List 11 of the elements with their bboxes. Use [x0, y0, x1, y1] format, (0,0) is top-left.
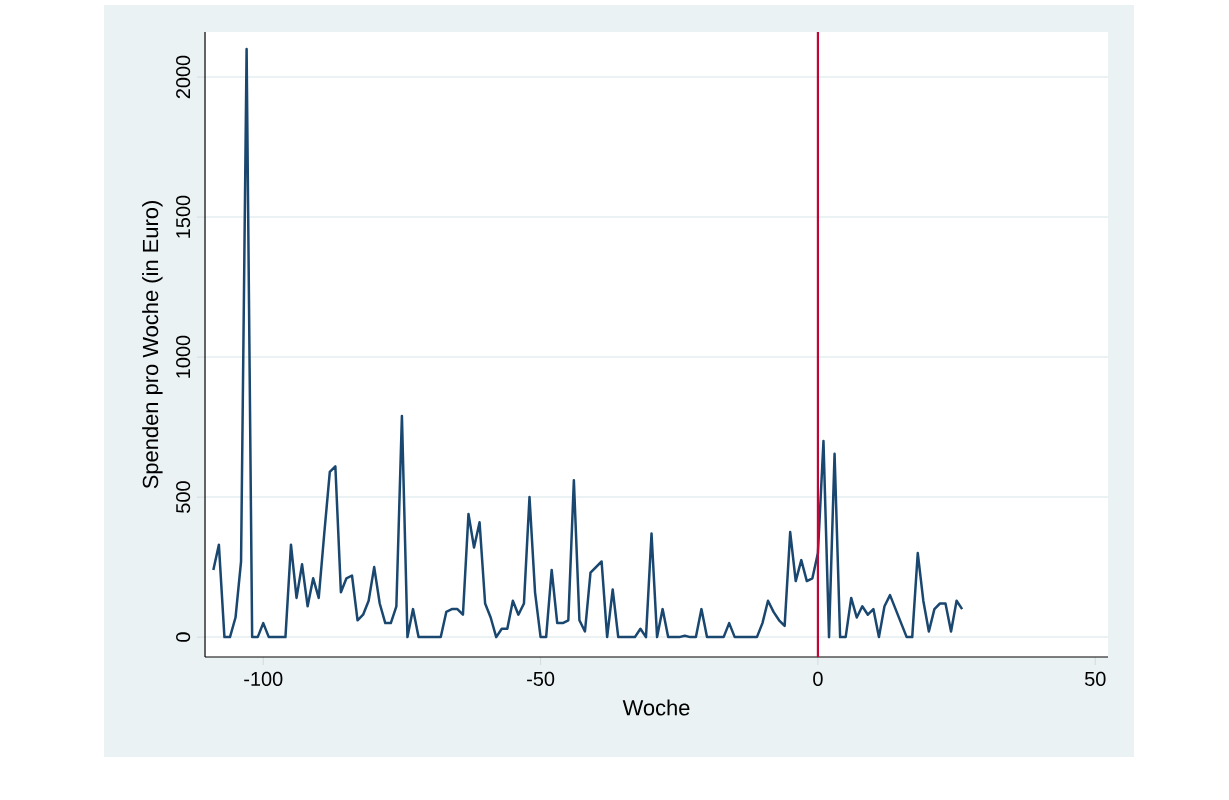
y-tick-label: 1500: [176, 195, 191, 238]
y-tick-label: 0: [176, 632, 191, 642]
x-tick-label: -100: [244, 671, 283, 686]
y-axis-title: Spenden pro Woche (in Euro): [142, 201, 163, 489]
y-tick-label: 2000: [176, 55, 191, 99]
y-tick-label: 1000: [176, 335, 191, 378]
y-tick-label: 500: [176, 481, 191, 513]
x-tick-label: 0: [813, 671, 823, 686]
x-axis-title: Woche: [622, 699, 690, 716]
x-tick-label: 50: [1084, 671, 1106, 686]
x-tick-label: -50: [527, 671, 555, 686]
